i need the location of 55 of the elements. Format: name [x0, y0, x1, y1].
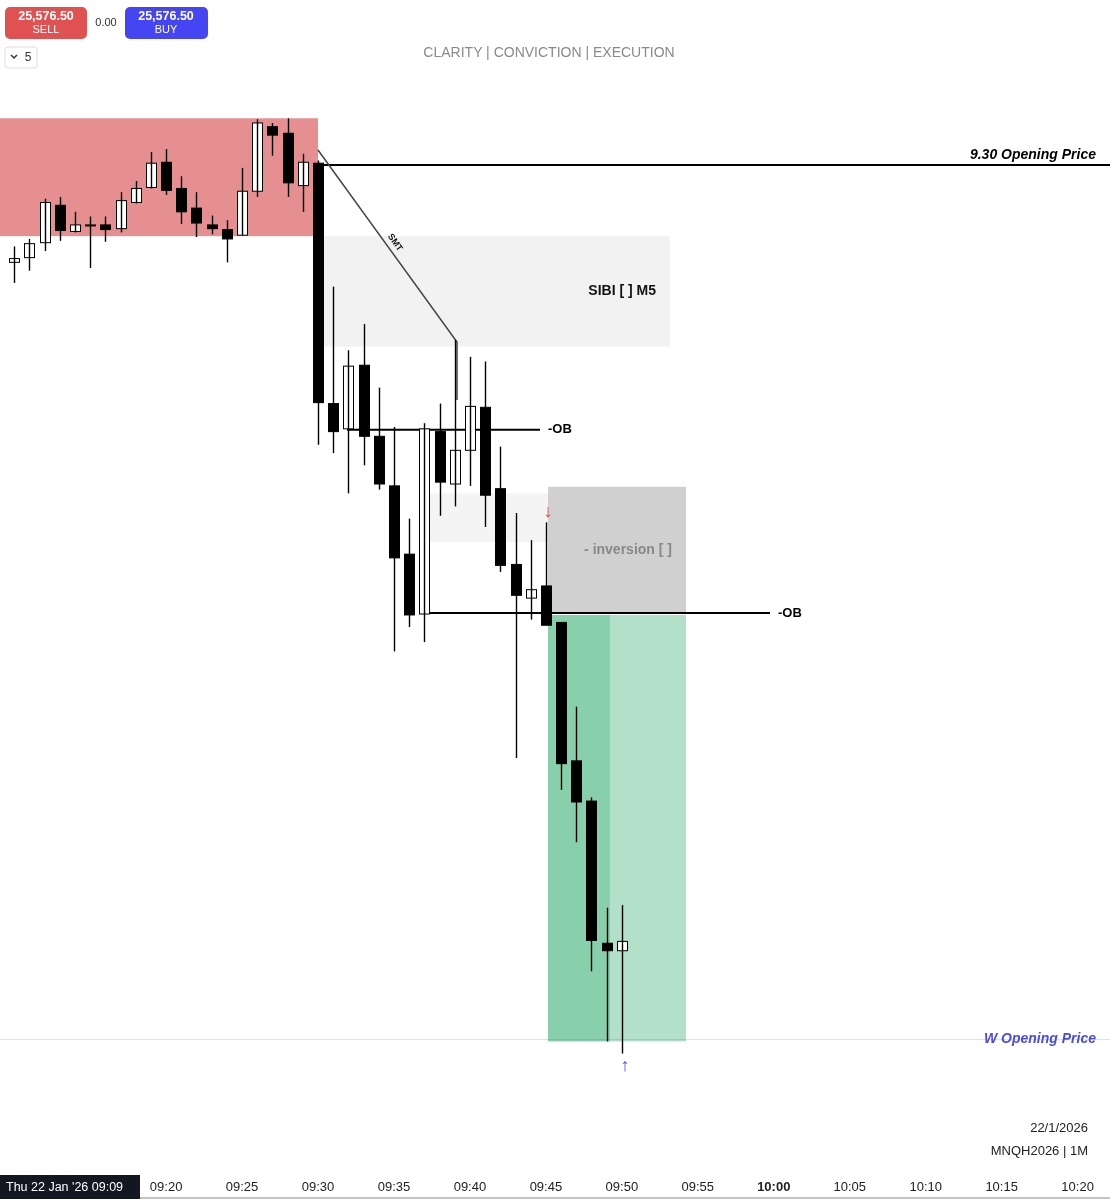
candlestick — [40, 198, 51, 252]
candlestick — [283, 117, 294, 198]
candlestick — [586, 796, 597, 972]
candlestick — [176, 175, 187, 225]
candlestick — [571, 705, 582, 843]
ref-line-label: 9.30 Opening Price — [969, 145, 1097, 162]
candlestick — [24, 238, 35, 272]
x-tick-label: 09:20 — [149, 1179, 183, 1195]
candlestick — [55, 196, 66, 242]
candlestick — [85, 215, 96, 269]
x-tick-label: 09:50 — [605, 1179, 639, 1195]
band-label: - inversion [ ] — [584, 540, 672, 557]
candlestick — [404, 517, 415, 628]
x-tick-label: 09:30 — [301, 1179, 335, 1195]
text: Thu 22 Jan '26 09:09 — [6, 1180, 124, 1195]
ref-line-label: W Opening Price — [983, 1030, 1097, 1047]
candlestick — [267, 122, 278, 157]
x-tick-label: 09:55 — [681, 1179, 715, 1195]
x-tick-label: 10:15 — [985, 1179, 1018, 1195]
candlestick — [116, 191, 127, 234]
x-tick-label: 10:20 — [1061, 1179, 1094, 1195]
candlestick — [70, 211, 81, 234]
x-tick-label: 09:45 — [529, 1179, 563, 1195]
x-tick-label: 10:05 — [833, 1179, 867, 1195]
candlestick — [100, 215, 111, 243]
ref-line-label: -OB — [778, 604, 802, 620]
candlestick — [252, 118, 263, 198]
x-tick-label: 09:25 — [225, 1179, 259, 1195]
candlestick — [9, 245, 20, 284]
text: MNQH2026 | 1M — [990, 1143, 1088, 1159]
candlestick — [495, 445, 506, 573]
band-label: SIBI [ ] M5 — [588, 282, 657, 299]
text: 0.00 — [95, 15, 117, 28]
candlestick — [556, 621, 567, 791]
buy-button: 25,576.50 BUY — [125, 7, 208, 39]
x-tick-label: 10:10 — [909, 1179, 942, 1195]
candlestick — [237, 167, 248, 236]
candlestick — [207, 214, 218, 235]
candlestick — [298, 153, 309, 213]
candlestick — [328, 285, 339, 454]
x-tick-label: 09:35 — [377, 1179, 411, 1195]
sell-button: 25,576.50 SELL — [5, 7, 87, 39]
chart-subtitle: CLARITY | CONVICTION | EXECUTION — [423, 43, 675, 60]
ref-line-label: -OB — [548, 421, 572, 437]
text: 22/1/2026 — [1030, 1120, 1088, 1136]
candlestick — [222, 219, 233, 264]
annotation: ↓ — [543, 500, 553, 521]
candlestick — [146, 151, 157, 190]
x-tick-label: 10:00 — [757, 1179, 791, 1195]
text: 5 — [24, 50, 32, 65]
candlestick — [161, 148, 172, 196]
x-tick-label: 09:40 — [453, 1179, 487, 1195]
candlestick — [131, 180, 142, 205]
candlestick — [191, 191, 202, 238]
text: ↑ — [620, 1054, 630, 1075]
